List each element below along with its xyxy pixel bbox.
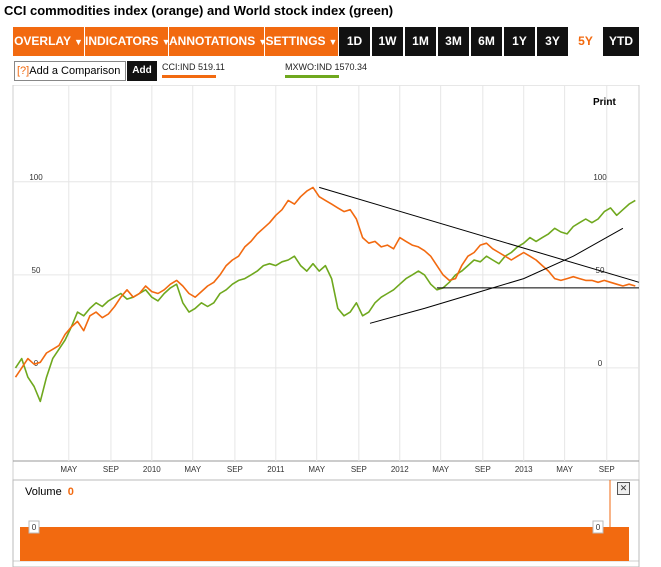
chevron-down-icon: ▼ bbox=[161, 37, 171, 47]
volume-tick-right: 0 bbox=[596, 523, 601, 532]
chart-toolbar: OVERLAY ▼ INDICATORS ▼ ANNOTATIONS ▼ SETTIN… bbox=[13, 27, 639, 56]
y-tick-label-right: 100 bbox=[593, 173, 607, 182]
x-tick-label: MAY bbox=[184, 465, 201, 474]
range-1y-button[interactable]: 1Y bbox=[504, 27, 535, 56]
settings-menu-button[interactable]: SETTINGS ▼ bbox=[265, 27, 338, 56]
close-icon[interactable]: ✕ bbox=[617, 482, 630, 495]
series-line-cci-ind bbox=[14, 186, 636, 378]
volume-tick-right-bg bbox=[592, 520, 604, 534]
legend-item-cci: CCI:IND 519.11 bbox=[162, 62, 225, 78]
overlay-menu-button[interactable]: OVERLAY ▼ bbox=[13, 27, 84, 56]
legend-item-mxwo: MXWO:IND 1570.34 bbox=[285, 62, 368, 78]
legend-mxwo-name: MXWO:IND bbox=[285, 62, 332, 72]
x-tick-label: SEP bbox=[475, 465, 491, 474]
x-tick-label: 2010 bbox=[143, 465, 161, 474]
add-comparison-button[interactable]: Add bbox=[127, 61, 157, 81]
x-tick-label: MAY bbox=[60, 465, 77, 474]
y-tick-label-right: 0 bbox=[598, 359, 603, 368]
x-tick-label: MAY bbox=[308, 465, 325, 474]
page-title: CCI commodities index (orange) and World… bbox=[4, 3, 394, 18]
legend-mxwo-swatch bbox=[285, 75, 339, 78]
add-comparison-input[interactable]: [?]Add a Comparison bbox=[14, 61, 126, 81]
annotations-menu-button[interactable]: ANNOTATIONS ▼ bbox=[169, 27, 268, 56]
legend-cci-name: CCI:IND bbox=[162, 62, 196, 72]
upper-descending-trendline bbox=[319, 186, 640, 283]
y-tick-label-left: 50 bbox=[32, 266, 41, 275]
range-1d-button[interactable]: 1D bbox=[339, 27, 370, 56]
range-3y-button[interactable]: 3Y bbox=[537, 27, 568, 56]
range-3m-button[interactable]: 3M bbox=[438, 27, 469, 56]
legend-cci-swatch bbox=[162, 75, 216, 78]
lower-ascending-trendline bbox=[369, 227, 624, 324]
chart-frame bbox=[12, 85, 640, 562]
chevron-down-icon: ▼ bbox=[258, 37, 268, 47]
print-link[interactable]: Print bbox=[593, 97, 616, 108]
volume-label: Volume 0 bbox=[25, 486, 74, 498]
range-ytd-button[interactable]: YTD bbox=[603, 27, 639, 56]
range-5y-button[interactable]: 5Y bbox=[570, 27, 601, 56]
help-icon[interactable]: [?] bbox=[17, 65, 30, 77]
x-tick-label: SEP bbox=[103, 465, 119, 474]
volume-tick-left-bg bbox=[28, 520, 40, 534]
volume-value: 0 bbox=[67, 486, 74, 498]
y-tick-label-left: 100 bbox=[29, 173, 43, 182]
volume-panel bbox=[12, 479, 640, 567]
price-chart: MAY SEP 2010 MAY SEP 2011 MAY SEP 2012 MAY SEP 2013… bbox=[12, 85, 640, 567]
indicators-menu-button[interactable]: INDICATORS ▼ bbox=[85, 27, 171, 56]
chevron-down-icon: ▼ bbox=[73, 37, 83, 47]
volume-area bbox=[20, 527, 629, 561]
x-tick-label: 2012 bbox=[391, 465, 409, 474]
x-tick-label: SEP bbox=[351, 465, 367, 474]
legend-mxwo-value: 1570.34 bbox=[334, 62, 368, 72]
chevron-down-icon: ▼ bbox=[328, 37, 338, 47]
x-tick-label: MAY bbox=[432, 465, 449, 474]
x-tick-label: SEP bbox=[599, 465, 615, 474]
add-comparison-placeholder: Add a Comparison bbox=[29, 65, 121, 77]
x-tick-label: 2011 bbox=[267, 465, 285, 474]
series-line-mxwo-ind bbox=[14, 199, 636, 403]
range-6m-button[interactable]: 6M bbox=[471, 27, 502, 56]
legend-cci-value: 519.11 bbox=[198, 62, 225, 72]
range-1m-button[interactable]: 1M bbox=[405, 27, 436, 56]
x-tick-label: SEP bbox=[227, 465, 243, 474]
x-tick-label: MAY bbox=[556, 465, 573, 474]
volume-tick-left: 0 bbox=[32, 523, 37, 532]
range-1w-button[interactable]: 1W bbox=[372, 27, 403, 56]
x-tick-label: 2013 bbox=[515, 465, 533, 474]
